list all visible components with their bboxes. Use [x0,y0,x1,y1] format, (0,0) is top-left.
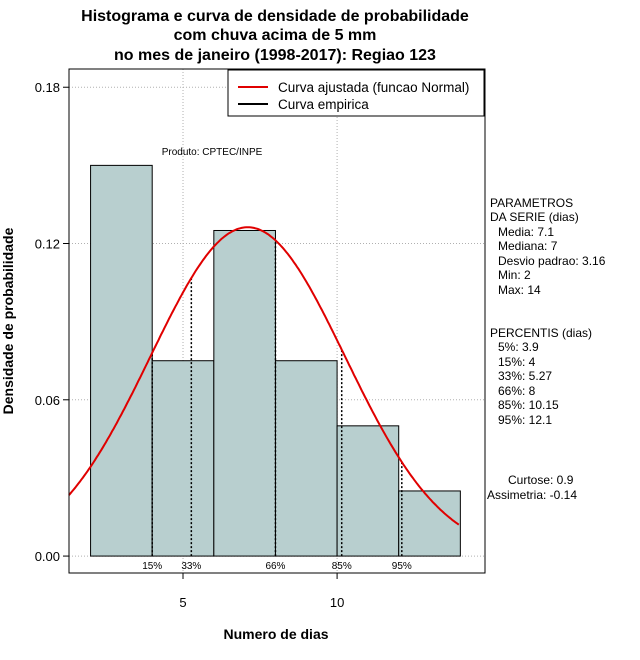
histogram-bar-3 [274,360,338,557]
side-panel: PARAMETROS DA SERIE (dias) Media: 7.1 Me… [487,196,606,502]
histogram-bar-1 [151,360,215,557]
percentile-label-3: 85% [332,561,352,572]
params-title-1: PARAMETROS [490,196,573,210]
legend-label-normal: Curva ajustada (funcao Normal) [278,80,469,95]
normal-fit-curve [68,226,460,526]
legend: Curva ajustada (funcao Normal) Curva emp… [227,69,485,117]
param-min: Min: 2 [498,268,531,282]
histogram-bar-0 [90,164,153,557]
param-mediana: Mediana: 7 [498,239,558,253]
y-axis: 0.00 0.06 0.12 0.18 [35,80,69,564]
percentile-95: 95%: 12.1 [498,413,552,427]
percentile-66: 66%: 8 [498,384,536,398]
percentile-5: 5%: 3.9 [498,340,539,354]
x-axis: 5 10 [179,573,344,610]
chart-title-line-3: no mes de janeiro (1998-2017): Regiao 12… [114,47,436,64]
percentile-85: 85%: 10.15 [498,398,559,412]
percentile-label-1: 33% [181,561,201,572]
y-tick-label-0: 0.00 [35,549,60,564]
percentile-label-2: 66% [265,561,285,572]
param-media: Media: 7.1 [498,225,554,239]
percentile-labels: 15% 33% 66% 85% 95% [142,561,412,572]
percentiles-title: PERCENTIS (dias) [490,326,592,340]
x-tick-label-1: 10 [330,595,344,610]
percentile-label-0: 15% [142,561,162,572]
histogram-bar-2 [213,229,276,557]
curtose-value: Curtose: 0.9 [508,473,574,487]
y-tick-label-2: 0.12 [35,237,60,252]
percentile-label-4: 95% [392,561,412,572]
percentile-33: 33%: 5.27 [498,369,552,383]
chart-title-line-2: com chuva acima de 5 mm [174,27,377,44]
legend-box [227,69,485,117]
histogram-bar-4 [336,425,400,557]
assimetria-value: Assimetria: -0.14 [487,488,577,502]
x-tick-label-0: 5 [179,595,186,610]
y-axis-label: Densidade de probabilidade [0,227,16,414]
x-axis-label: Numero de dias [223,626,328,642]
percentile-lines [151,240,403,557]
y-tick-label-1: 0.06 [35,393,60,408]
plot-frame [68,68,486,574]
histogram-bar-5 [398,490,461,557]
param-max: Max: 14 [498,283,541,297]
param-desvio: Desvio padrao: 3.16 [498,254,606,268]
density-curves [68,226,460,526]
source-note: Produto: CPTEC/INPE [162,147,263,158]
percentile-15: 15%: 4 [498,355,536,369]
y-tick-label-3: 0.18 [35,80,60,95]
legend-label-empirical: Curva empirica [278,97,369,112]
chart-title-line-1: Histograma e curva de densidade de proba… [81,8,469,25]
histogram-bars [90,164,461,557]
params-title-2: DA SERIE (dias) [490,210,579,224]
